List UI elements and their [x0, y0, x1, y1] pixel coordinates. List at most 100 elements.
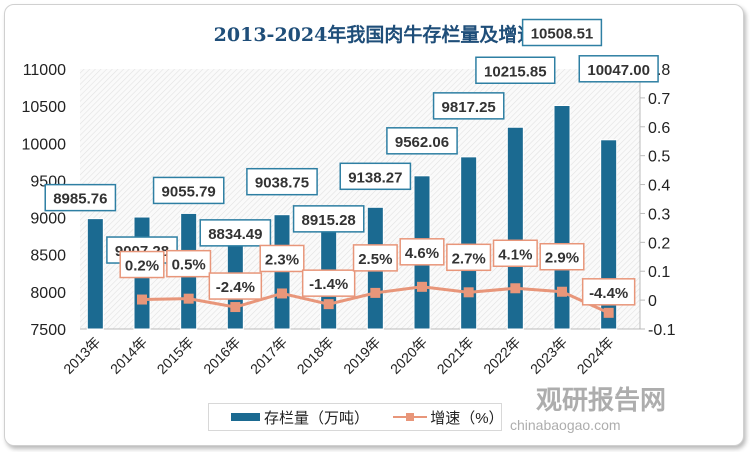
bar-label-box: [292, 205, 365, 233]
growth-label-box: [492, 239, 538, 268]
bar-label: 8834.49: [208, 226, 262, 243]
left-tick-label: 8500: [30, 248, 66, 265]
bar-label-box: [246, 167, 318, 196]
bar-label: 9138.27: [348, 169, 402, 186]
bar-label-box: [521, 18, 603, 47]
watermark: 观研报告网 chinabaogao.com: [500, 380, 666, 433]
left-tick-label: 10500: [22, 99, 67, 116]
growth-label: 2.5%: [358, 251, 392, 268]
bar-label: 10215.85: [484, 63, 547, 80]
x-tick-label: 2021年: [434, 334, 477, 377]
x-tick-label: 2019年: [340, 334, 383, 377]
x-tick-label: 2022年: [480, 334, 523, 377]
bar-label: 10508.51: [531, 26, 594, 43]
x-tick-label: 2013年: [60, 334, 103, 377]
growth-label-box: [399, 238, 445, 266]
bar-label: 9562.06: [395, 134, 449, 151]
right-tick-label: 0.7: [648, 91, 670, 108]
growth-marker: [323, 299, 334, 310]
bar-label-box: [475, 56, 556, 85]
legend-label-stock: 存栏量（万吨）: [263, 409, 369, 427]
bar-label: 8985.76: [53, 191, 107, 208]
growth-label: 4.1%: [498, 246, 532, 263]
bar-label-box: [432, 92, 505, 120]
bar-swatch-icon: [231, 413, 260, 421]
left-tick-label: 8000: [30, 285, 66, 302]
bar-label-box: [339, 162, 412, 191]
x-tick-label: 2018年: [294, 334, 337, 377]
bar-label-box: [152, 176, 225, 205]
growth-label-box: [352, 244, 398, 272]
growth-marker: [510, 283, 521, 294]
line-swatch-icon: [393, 413, 428, 421]
growth-marker: [277, 288, 287, 299]
growth-label: 0.5%: [172, 257, 206, 274]
right-tick-label: 0.2: [648, 235, 670, 252]
growth-marker: [137, 294, 147, 305]
x-tick-label: 2014年: [107, 334, 150, 377]
growth-marker: [417, 281, 427, 292]
x-tick-label: 2017年: [247, 334, 290, 377]
bar: [460, 156, 478, 330]
growth-label: 2.3%: [265, 251, 299, 268]
growth-marker: [463, 287, 474, 298]
right-tick-label: 0.6: [648, 120, 670, 137]
bar: [553, 105, 571, 330]
right-tick-label: -0.1: [648, 322, 676, 339]
bar-label-box: [199, 219, 272, 247]
growth-label-box: [119, 250, 165, 279]
x-tick-label: 2023年: [527, 334, 570, 377]
bar-label-box: [578, 55, 659, 83]
growth-label: 4.6%: [405, 245, 439, 262]
chart-title: 2013-2024年我国肉牛存栏量及增速: [213, 24, 537, 46]
right-tick-label: 0.4: [648, 178, 670, 195]
left-tick-label: 9000: [30, 211, 66, 228]
growth-label: -1.4%: [309, 276, 348, 293]
x-tick-label: 2015年: [154, 334, 197, 377]
bar: [506, 126, 524, 330]
growth-marker: [230, 302, 241, 313]
growth-marker: [557, 286, 567, 297]
growth-label-box: [301, 269, 356, 297]
growth-label-box: [166, 249, 212, 278]
bar-label: 8915.28: [302, 212, 356, 229]
bar-label: 9055.79: [162, 183, 216, 200]
bar-label-box: [386, 127, 458, 155]
growth-label: -2.4%: [216, 279, 255, 296]
legend: 存栏量（万吨） 增速（%）: [208, 403, 504, 431]
growth-label-box: [539, 242, 585, 271]
bar-label: 9038.75: [255, 175, 309, 192]
growth-label-box: [259, 244, 305, 273]
bar-label: 10047.00: [587, 62, 650, 79]
left-tick-label: 10000: [22, 136, 67, 153]
growth-label: 0.2%: [125, 258, 159, 275]
watermark-name: 观研报告网: [536, 385, 667, 415]
left-tick-label: 7500: [30, 322, 66, 339]
x-tick-label: 2024年: [574, 334, 617, 377]
watermark-url: chinabaogao.com: [510, 417, 621, 433]
bar-label-box: [44, 183, 117, 212]
legend-label-growth: 增速（%）: [430, 409, 504, 427]
growth-label-box: [581, 278, 636, 306]
right-tick-label: 0.5: [648, 149, 670, 166]
growth-marker: [183, 293, 194, 304]
legend-item-stock: 存栏量（万吨）: [231, 407, 369, 428]
right-tick-label: 0.3: [648, 206, 670, 223]
growth-label: 2.7%: [452, 250, 486, 267]
legend-item-growth: 增速（%）: [393, 407, 504, 428]
right-tick-label: 0: [648, 293, 657, 310]
x-tick-label: 2020年: [387, 334, 430, 377]
growth-label: -4.4%: [589, 285, 628, 302]
growth-marker: [370, 287, 381, 298]
bar-label: 9817.25: [442, 99, 496, 116]
growth-marker: [603, 307, 614, 318]
growth-label: 2.9%: [545, 250, 579, 267]
growth-label-box: [208, 272, 263, 300]
x-tick-label: 2016年: [200, 334, 243, 377]
right-tick-label: 0.1: [648, 264, 670, 281]
bar: [86, 218, 104, 330]
growth-label-box: [446, 243, 492, 272]
left-tick-label: 11000: [23, 62, 66, 79]
